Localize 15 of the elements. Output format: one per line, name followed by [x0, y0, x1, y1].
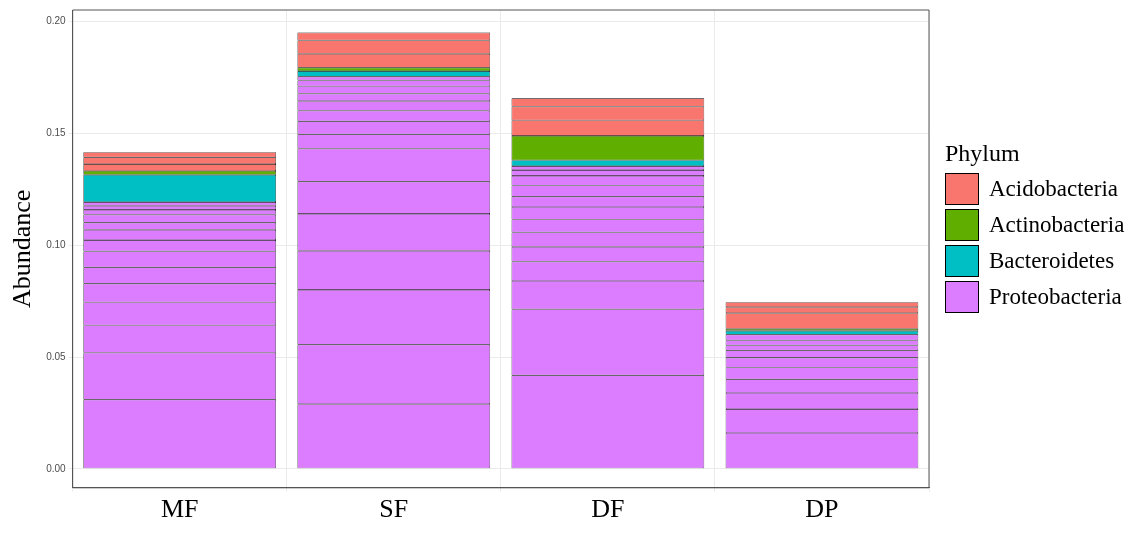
- legend-label: Actinobacteria: [989, 212, 1125, 238]
- x-tick-label: MF: [160, 494, 199, 524]
- x-tick-label: DP: [805, 494, 839, 524]
- y-tick-label: 0.10: [46, 238, 67, 250]
- y-tick-label: 0.15: [46, 127, 67, 139]
- y-tick-label: 0.00: [46, 462, 67, 474]
- y-axis-title: Abundance: [7, 189, 37, 309]
- legend-label: Acidobacteria: [989, 176, 1118, 202]
- x-tick-label: DF: [591, 494, 625, 524]
- legend-label: Bacteroidetes: [989, 248, 1115, 274]
- legend-title: Phylum: [945, 140, 1021, 167]
- y-tick-label: 0.20: [46, 15, 67, 27]
- y-tick-label: 0.05: [46, 350, 67, 362]
- text: Proteobacteria: [989, 284, 1122, 310]
- x-tick-label: SF: [379, 494, 409, 524]
